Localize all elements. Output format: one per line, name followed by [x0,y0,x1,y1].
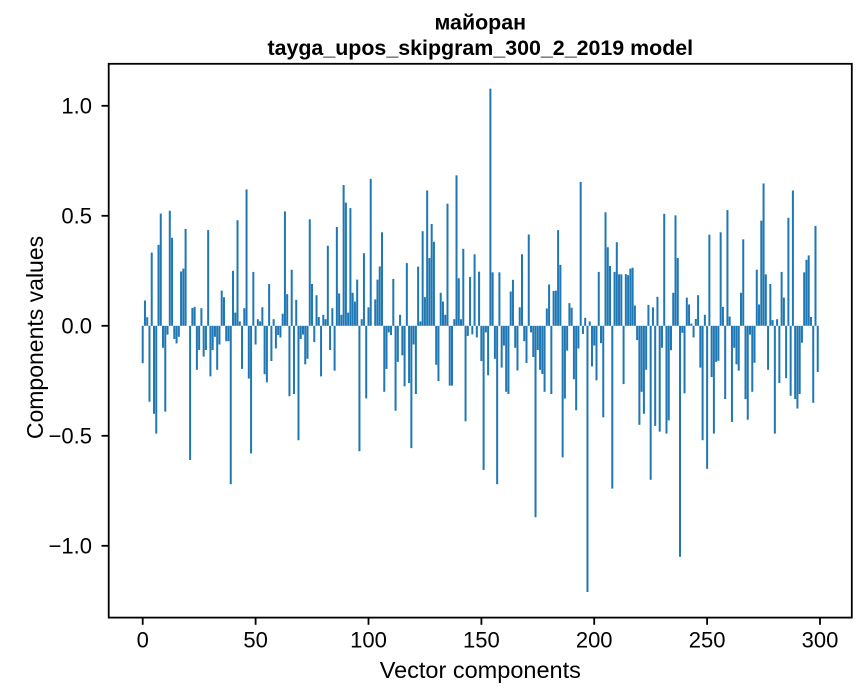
svg-text:0.0: 0.0 [61,314,92,339]
svg-text:250: 250 [689,628,726,653]
svg-text:1.0: 1.0 [61,94,92,119]
svg-text:100: 100 [350,628,387,653]
svg-text:майоран: майоран [435,11,527,35]
svg-text:0.5: 0.5 [61,204,92,229]
svg-text:50: 50 [243,628,267,653]
svg-text:tayga_upos_skipgram_300_2_2019: tayga_upos_skipgram_300_2_2019 model [267,36,693,60]
svg-text:Vector components: Vector components [380,657,581,683]
svg-text:−0.5: −0.5 [49,424,92,449]
svg-text:300: 300 [802,628,839,653]
svg-text:150: 150 [463,628,500,653]
svg-text:Components values: Components values [22,236,48,439]
svg-text:200: 200 [576,628,613,653]
svg-text:0: 0 [137,628,149,653]
svg-text:−1.0: −1.0 [49,534,92,559]
